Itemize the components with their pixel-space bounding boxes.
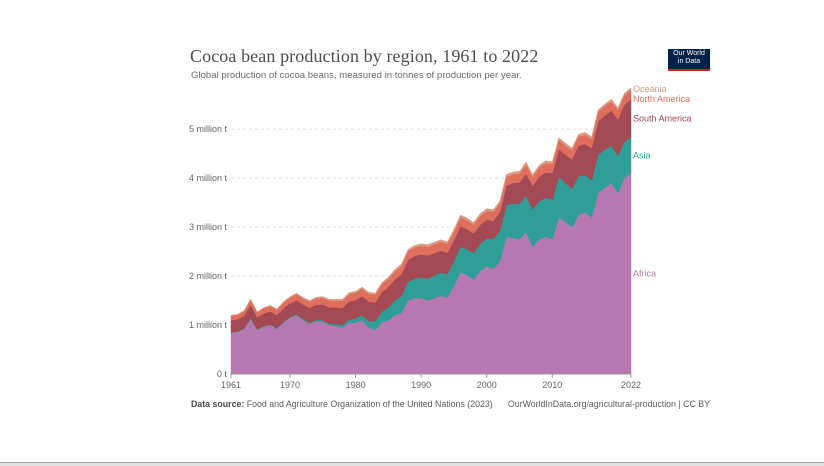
- logo-line-1: Our World: [673, 50, 705, 57]
- owid-logo[interactable]: Our World in Data: [668, 49, 710, 71]
- series-label-asia: Asia: [633, 150, 651, 160]
- y-tick-label: 1 million t: [189, 320, 228, 330]
- data-source-label: Data source:: [191, 399, 245, 409]
- chart-subtitle: Global production of cocoa beans, measur…: [191, 70, 522, 81]
- x-tick-label: 1970: [280, 380, 300, 390]
- y-tick-label: 0 t: [217, 369, 228, 379]
- x-tick-label: 1961: [221, 380, 241, 390]
- x-tick-label: 1980: [346, 380, 366, 390]
- logo-line-2: in Data: [677, 58, 701, 65]
- data-source: Data source: Food and Agriculture Organi…: [191, 399, 493, 409]
- y-tick-label: 5 million t: [189, 124, 228, 134]
- area-oceania: [230, 87, 632, 316]
- series-label-africa: Africa: [633, 269, 656, 279]
- y-tick-label: 3 million t: [189, 222, 228, 232]
- chart-title: Cocoa bean production by region, 1961 to…: [190, 46, 539, 66]
- attribution-link[interactable]: OurWorldInData.org/agricultural-producti…: [507, 399, 710, 409]
- y-tick-label: 4 million t: [189, 173, 228, 183]
- series-label-north-america: North America: [633, 94, 690, 104]
- data-source-text: Food and Agriculture Organization of the…: [246, 399, 493, 409]
- y-tick-label: 2 million t: [189, 271, 228, 281]
- series-label-oceania: Oceania: [633, 84, 667, 94]
- x-tick-label: 1990: [411, 380, 431, 390]
- x-tick-label: 2022: [621, 380, 641, 390]
- bottom-scrollbar: [0, 462, 824, 466]
- x-tick-label: 2010: [542, 380, 562, 390]
- series-label-south-america: South America: [633, 113, 692, 123]
- x-tick-label: 2000: [477, 380, 497, 390]
